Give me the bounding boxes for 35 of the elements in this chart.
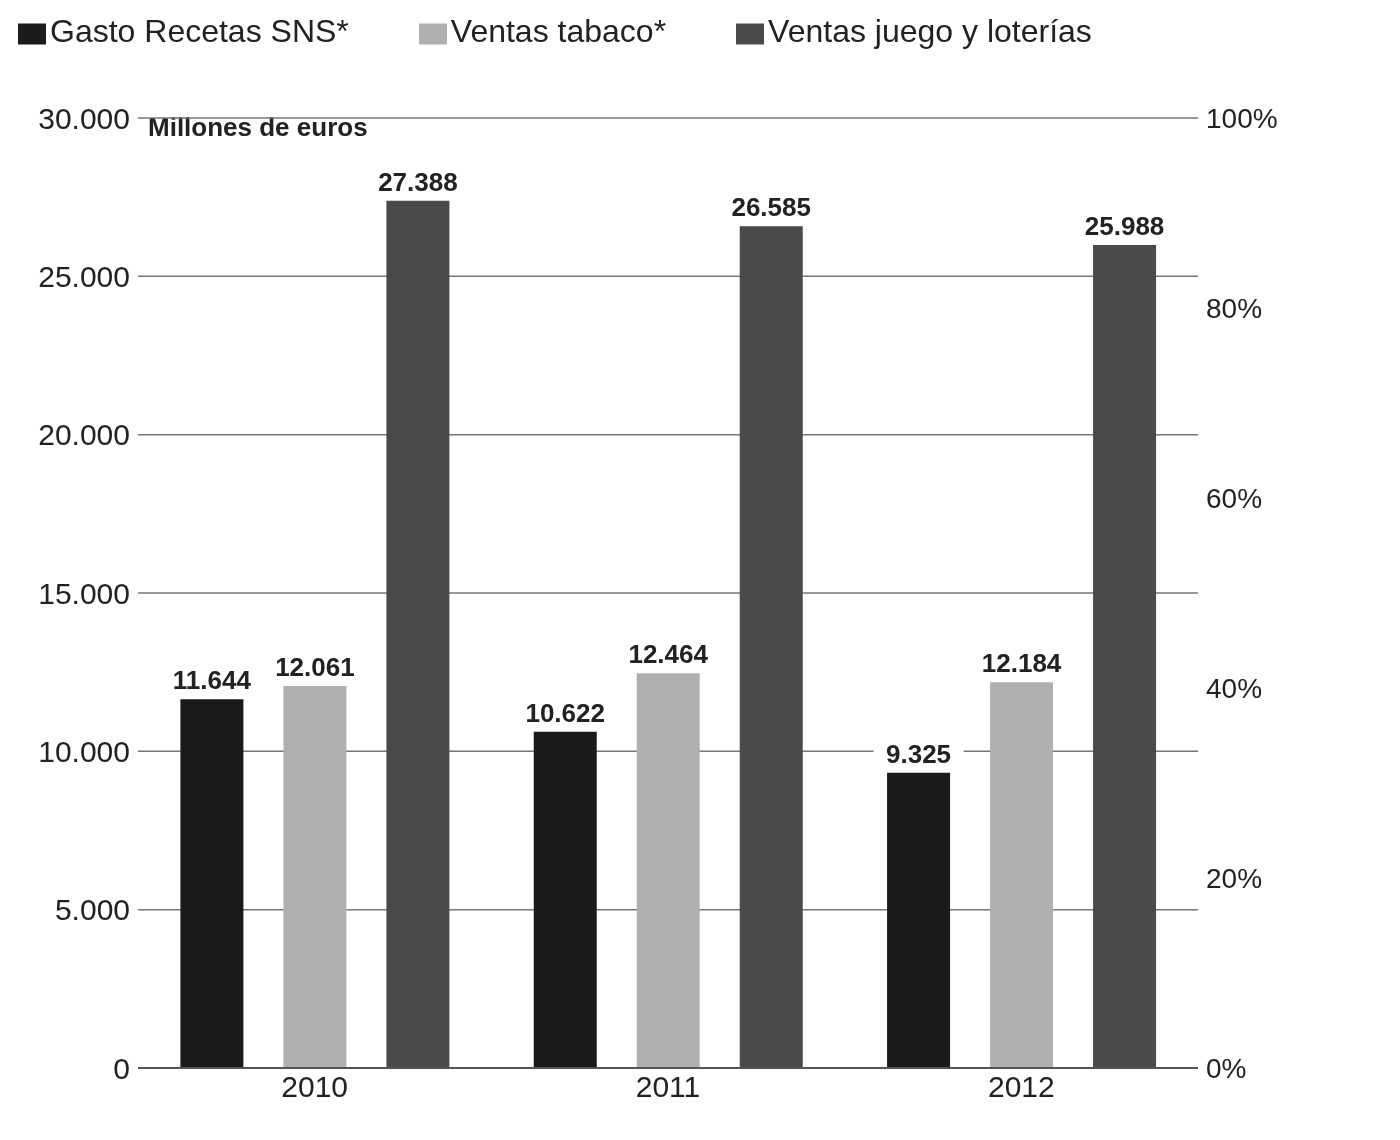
- bar: [283, 686, 347, 1068]
- bar: [887, 772, 951, 1068]
- legend-label: Ventas juego y loterías: [768, 13, 1092, 49]
- y-tick-label: 5.000: [54, 893, 130, 927]
- data-label: 12.061: [275, 652, 355, 683]
- y2-tick-label: 60%: [1206, 482, 1263, 514]
- y2-tick-label: 0%: [1206, 1052, 1247, 1084]
- x-tick-label: 2012: [987, 1070, 1055, 1104]
- data-label: 9.325: [886, 738, 952, 769]
- legend-label: Gasto Recetas SNS*: [50, 13, 349, 49]
- bar: [533, 731, 597, 1068]
- y-tick-label: 25.000: [38, 259, 130, 293]
- bar: [990, 682, 1054, 1068]
- y2-tick-label: 80%: [1206, 292, 1263, 324]
- data-label: 25.988: [1084, 211, 1165, 242]
- y2-tick-label: 40%: [1206, 672, 1263, 704]
- y-tick-label: 30.000: [38, 101, 130, 135]
- data-label: 12.464: [628, 639, 709, 670]
- data-label: 27.388: [378, 166, 458, 197]
- data-label: 12.184: [981, 648, 1062, 679]
- y-tick-label: 0: [113, 1051, 130, 1085]
- bar: [180, 699, 244, 1068]
- y-tick-label: 20.000: [38, 418, 130, 452]
- x-tick-label: 2011: [635, 1070, 701, 1104]
- data-label: 11.644: [172, 665, 252, 696]
- data-label: 10.622: [525, 697, 605, 728]
- x-tick-label: 2010: [281, 1070, 349, 1104]
- y-axis-title: Millones de euros: [148, 112, 368, 143]
- data-label: 26.585: [731, 192, 811, 223]
- y2-tick-label: 20%: [1206, 862, 1263, 894]
- y2-tick-label: 100%: [1206, 102, 1278, 134]
- bar: [636, 673, 700, 1068]
- y-tick-label: 15.000: [38, 576, 130, 610]
- y-tick-label: 10.000: [38, 734, 130, 768]
- legend-label: Ventas tabaco*: [450, 13, 667, 49]
